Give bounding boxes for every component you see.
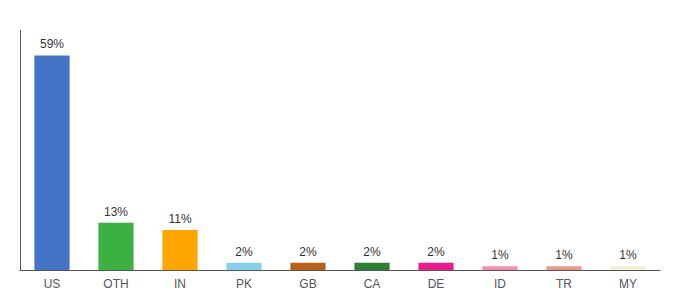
svg-text:1%: 1% — [619, 248, 637, 262]
svg-text:2%: 2% — [427, 245, 445, 259]
svg-text:ID: ID — [494, 277, 506, 291]
svg-text:2%: 2% — [235, 245, 253, 259]
svg-text:CA: CA — [364, 277, 381, 291]
svg-text:11%: 11% — [168, 212, 191, 226]
svg-text:OTH: OTH — [103, 277, 128, 291]
svg-text:2%: 2% — [299, 245, 317, 259]
svg-text:MY: MY — [619, 277, 637, 291]
svg-text:DE: DE — [428, 277, 445, 291]
svg-text:TR: TR — [556, 277, 572, 291]
svg-text:13%: 13% — [104, 205, 128, 219]
svg-text:1%: 1% — [491, 248, 509, 262]
svg-text:GB: GB — [299, 277, 316, 291]
svg-text:2%: 2% — [363, 245, 381, 259]
svg-text:59%: 59% — [40, 37, 64, 51]
svg-text:PK: PK — [236, 277, 252, 291]
svg-text:IN: IN — [174, 277, 186, 291]
svg-text:US: US — [44, 277, 61, 291]
svg-text:1%: 1% — [555, 248, 573, 262]
